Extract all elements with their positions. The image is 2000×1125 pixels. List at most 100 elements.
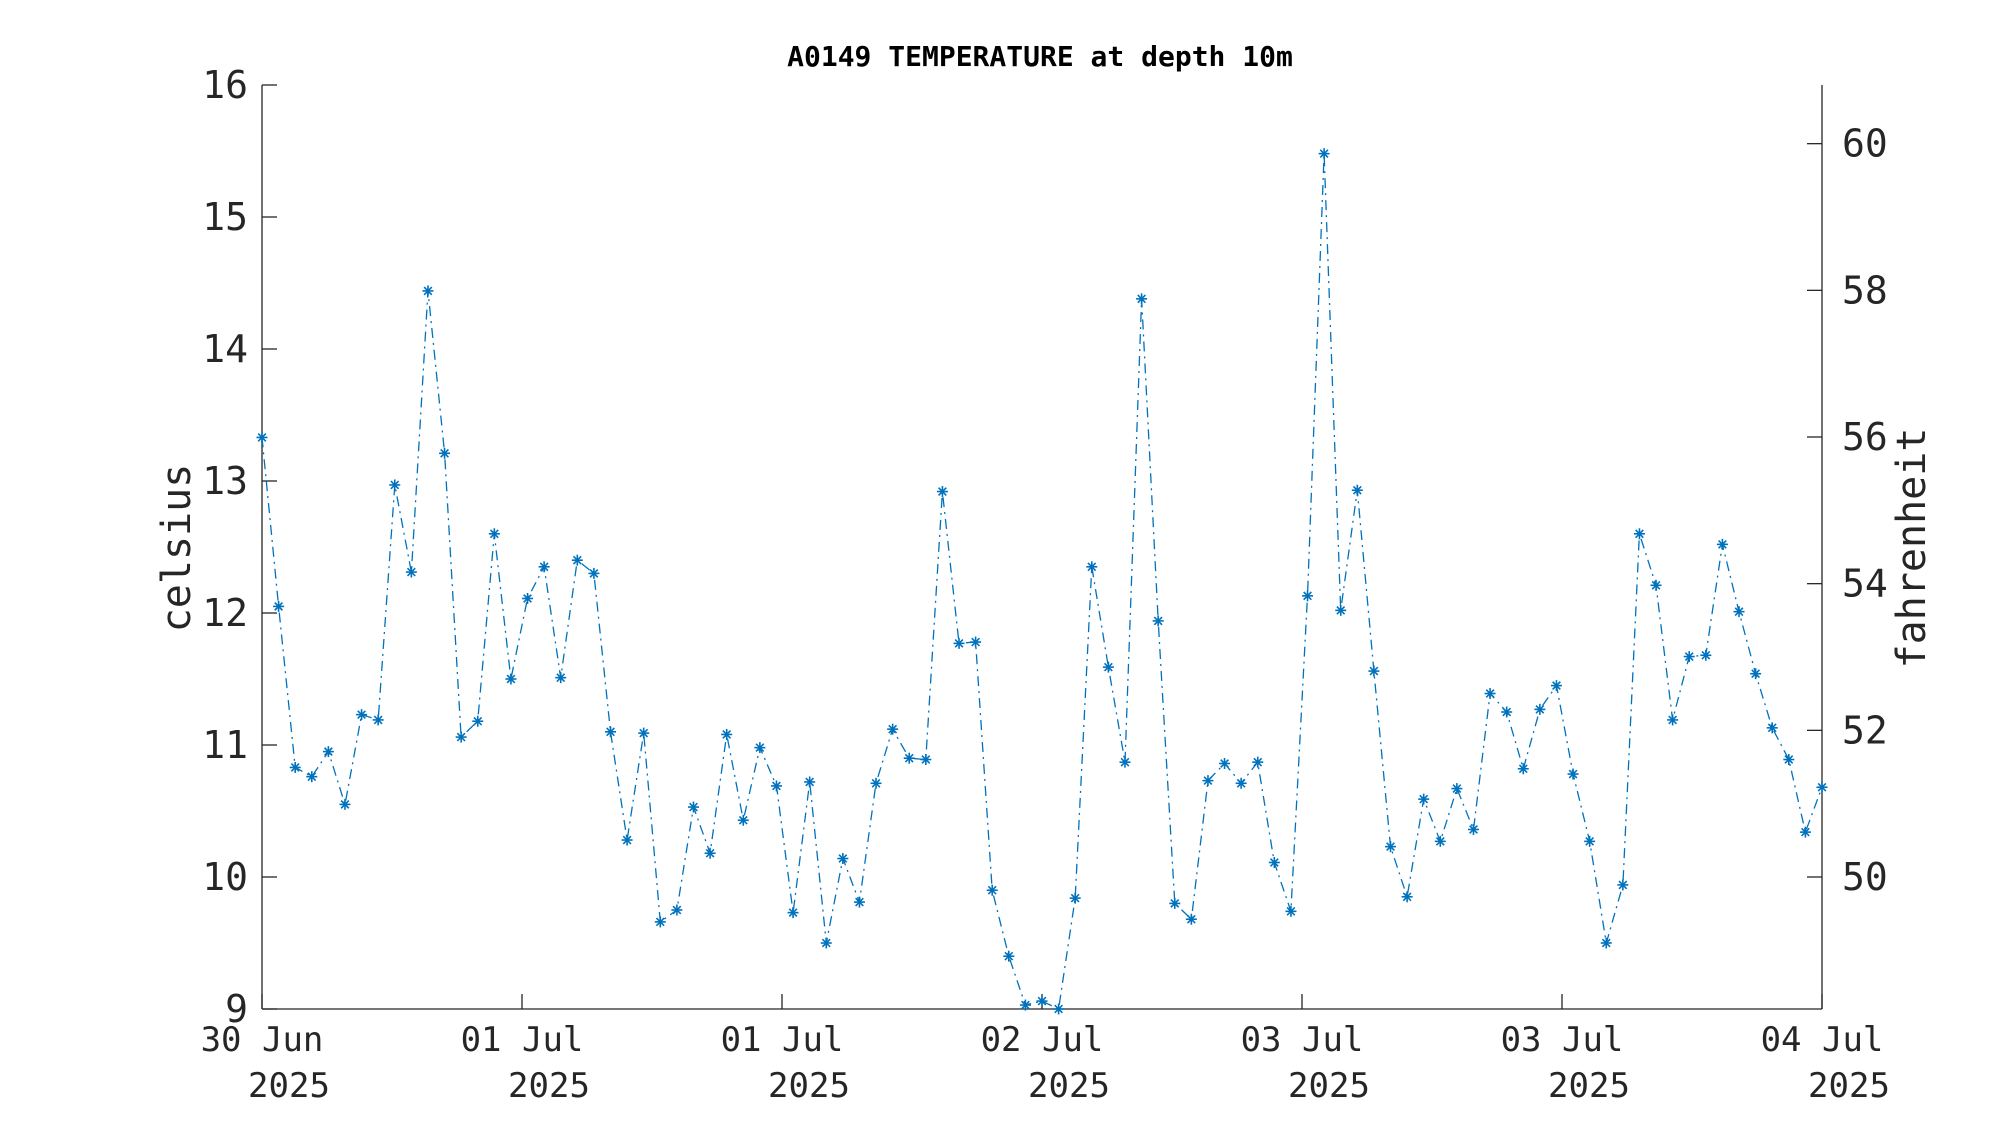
data-point: [1036, 995, 1048, 1007]
data-point: [870, 777, 882, 789]
celsius-axis: 9 10 11 12 13 14 15 16: [202, 63, 277, 1031]
data-point: [505, 673, 517, 685]
data-point: [1152, 615, 1164, 627]
data-point: [1633, 528, 1645, 540]
data-point: [339, 798, 351, 810]
data-point: [1467, 823, 1479, 835]
data-point: [1268, 856, 1280, 868]
x-tick-date: 04 Jul: [1761, 1020, 1884, 1060]
y-tick-label: 11: [202, 723, 248, 767]
y-tick-label: 15: [202, 195, 248, 239]
data-point: [1202, 775, 1214, 787]
data-point: [1816, 781, 1828, 793]
data-point: [1799, 826, 1811, 838]
y-tick-label: 13: [202, 459, 248, 503]
x-tick-year: 2025: [508, 1066, 590, 1106]
data-point: [605, 726, 617, 738]
data-point: [1252, 756, 1264, 768]
data-point: [687, 801, 699, 813]
data-point: [621, 834, 633, 846]
data-point: [322, 746, 334, 758]
data-point: [405, 566, 417, 578]
data-point: [737, 814, 749, 826]
x-tick-year: 2025: [1548, 1066, 1630, 1106]
data-point: [1401, 891, 1413, 903]
x-tick-date: 01 Jul: [721, 1020, 844, 1060]
data-point: [1534, 703, 1546, 715]
y-tick-label: 12: [202, 591, 248, 635]
y2-axis-label: fahrenheit: [1889, 428, 1935, 669]
y-tick-label: 9: [225, 987, 248, 1031]
data-point: [770, 780, 782, 792]
x-tick-date: 02 Jul: [981, 1020, 1104, 1060]
y2-tick-label: 56: [1842, 415, 1888, 459]
data-point: [887, 723, 899, 735]
y2-tick-label: 54: [1842, 562, 1888, 606]
axes-frame: [261, 85, 1823, 1010]
x-tick-date: 01 Jul: [461, 1020, 584, 1060]
data-point: [389, 479, 401, 491]
data-point: [1733, 606, 1745, 618]
data-point: [1434, 835, 1446, 847]
data-point: [837, 853, 849, 865]
data-point: [1235, 777, 1247, 789]
time-axis: 30 Jun 2025 01 Jul 2025 01 Jul 2025 02 Jul 2025…: [201, 994, 1890, 1106]
data-point: [1517, 763, 1529, 775]
data-point: [671, 904, 683, 916]
data-point: [455, 731, 467, 743]
data-point: [1750, 668, 1762, 680]
x-tick-year: 2025: [248, 1066, 330, 1106]
data-point: [289, 761, 301, 773]
data-point: [1219, 757, 1231, 769]
data-point: [1302, 590, 1314, 602]
data-point: [1650, 579, 1662, 591]
data-point: [439, 447, 451, 459]
x-tick-date: 30 Jun: [201, 1020, 324, 1060]
y2-tick-label: 52: [1842, 708, 1888, 752]
data-point: [1385, 841, 1397, 853]
data-point: [787, 907, 799, 919]
data-point: [1600, 937, 1612, 949]
data-point: [704, 847, 716, 859]
data-point: [920, 754, 932, 766]
data-point: [356, 709, 368, 721]
data-point: [555, 672, 567, 684]
data-point: [1285, 905, 1297, 917]
x-tick-date: 03 Jul: [1501, 1020, 1624, 1060]
data-point: [522, 592, 534, 604]
data-point: [1567, 768, 1579, 780]
data-point: [1368, 665, 1380, 677]
data-point: [1617, 879, 1629, 891]
data-point: [1716, 538, 1728, 550]
y-axis-label: celsius: [154, 464, 200, 633]
temperature-markers: [256, 148, 1828, 1015]
data-point: [1783, 754, 1795, 766]
y-tick-label: 10: [202, 855, 248, 899]
data-point: [1136, 293, 1148, 305]
data-point: [538, 561, 550, 573]
data-point: [754, 742, 766, 754]
data-point: [1335, 604, 1347, 616]
data-point: [970, 636, 982, 648]
data-point: [1667, 714, 1679, 726]
data-point: [1019, 999, 1031, 1011]
data-point: [488, 528, 500, 540]
data-point: [1318, 148, 1330, 160]
y-tick-label: 14: [202, 327, 248, 371]
temperature-series-line: [261, 153, 1823, 1010]
x-tick-year: 2025: [768, 1066, 850, 1106]
data-point: [1484, 688, 1496, 700]
data-point: [1119, 756, 1131, 768]
x-tick-date: 03 Jul: [1241, 1020, 1364, 1060]
y2-tick-label: 60: [1842, 122, 1888, 166]
data-point: [804, 776, 816, 788]
data-point: [1766, 722, 1778, 734]
data-point: [853, 896, 865, 908]
x-tick-year: 2025: [1288, 1066, 1370, 1106]
data-point: [256, 431, 268, 443]
data-point: [1086, 561, 1098, 573]
data-point: [1683, 651, 1695, 663]
data-point: [1501, 706, 1513, 718]
data-point: [1351, 484, 1363, 496]
